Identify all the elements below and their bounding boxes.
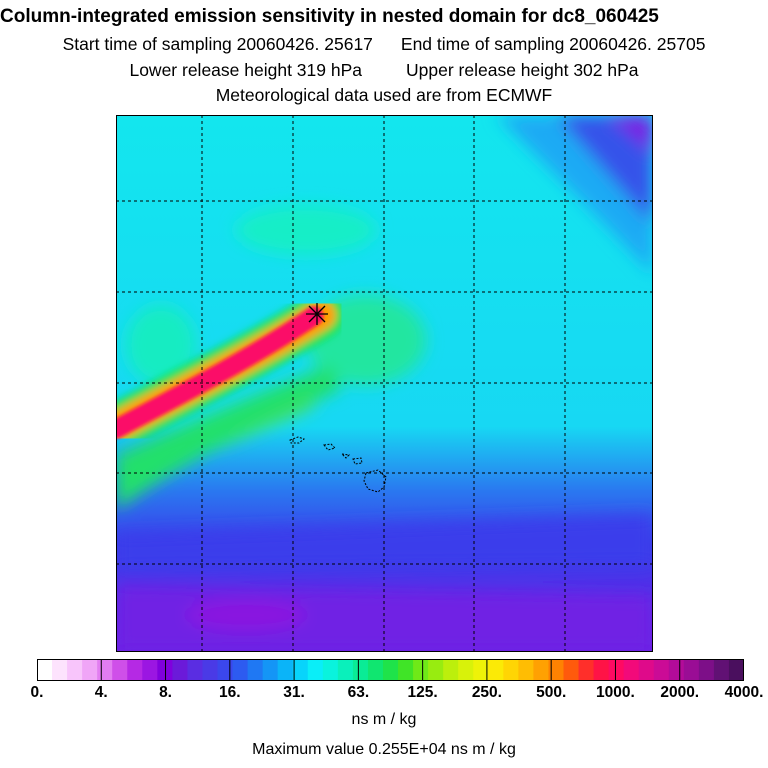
colorbar-cell bbox=[187, 659, 204, 681]
colorbar-cell bbox=[97, 659, 113, 681]
colorbar-cell bbox=[578, 659, 595, 681]
colorbar-cell bbox=[307, 659, 324, 681]
colorbar-cell bbox=[728, 659, 744, 681]
colorbar-cell bbox=[112, 659, 128, 681]
colorbar-cell bbox=[563, 659, 580, 681]
colorbar-cell bbox=[367, 659, 384, 681]
colorbar-cell bbox=[202, 659, 219, 681]
colorbar-cell bbox=[593, 659, 610, 681]
sensitivity-field bbox=[116, 115, 653, 652]
colorbar bbox=[37, 659, 744, 681]
colorbar-cell bbox=[488, 659, 504, 681]
colorbar-cell bbox=[232, 659, 249, 681]
release-height-row: Lower release height 319 hPa Upper releas… bbox=[0, 60, 768, 81]
colorbar-cell bbox=[443, 659, 459, 681]
colorbar-tick-label: 500. bbox=[536, 684, 567, 701]
colorbar-cell bbox=[413, 659, 429, 681]
release-point-marker bbox=[306, 303, 328, 325]
colorbar-tick-label: 16. bbox=[219, 684, 241, 701]
colorbar-units: ns m / kg bbox=[351, 711, 417, 728]
colorbar-tick-label: 125. bbox=[407, 684, 438, 701]
island-coastlines bbox=[289, 436, 387, 493]
plot-frame bbox=[116, 115, 653, 652]
colorbar-tick-label: 4. bbox=[94, 684, 108, 701]
colorbar-cell bbox=[247, 659, 264, 681]
colorbar-cell bbox=[458, 659, 474, 681]
upper-release-height: Upper release height 302 hPa bbox=[406, 60, 639, 80]
colorbar-cell bbox=[713, 659, 730, 681]
colorbar-tick-label: 250. bbox=[471, 684, 502, 701]
lower-release-height: Lower release height 319 hPa bbox=[129, 60, 362, 80]
colorbar-cell bbox=[292, 659, 309, 681]
colorbar-tick-label: 63. bbox=[347, 684, 370, 701]
colorbar-tick-label: 0. bbox=[30, 684, 44, 701]
colorbar-cell bbox=[337, 659, 354, 681]
colorbar-cell bbox=[52, 659, 68, 681]
colorbar-cell bbox=[503, 659, 519, 681]
colorbar-cell bbox=[352, 659, 369, 681]
maximum-value: Maximum value 0.255E+04 ns m / kg bbox=[252, 741, 516, 758]
colorbar-cell bbox=[638, 659, 655, 681]
colorbar-cell bbox=[473, 659, 489, 681]
colorbar-cell bbox=[262, 659, 279, 681]
colorbar-cell bbox=[127, 659, 143, 681]
colorbar-cell bbox=[37, 659, 53, 681]
figure-title: Column-integrated emission sensitivity i… bbox=[0, 6, 659, 27]
colorbar-tick-label: 31. bbox=[283, 684, 305, 701]
colorbar-cell bbox=[668, 659, 685, 681]
colorbar-tick-label: 4000. bbox=[724, 684, 764, 701]
colorbar-cell bbox=[322, 659, 339, 681]
colorbar-cell bbox=[623, 659, 640, 681]
colorbar-cell bbox=[82, 659, 98, 681]
colorbar-cell bbox=[172, 659, 189, 681]
colorbar-cell bbox=[428, 659, 444, 681]
sensitivity-map bbox=[116, 115, 653, 652]
colorbar-cell bbox=[142, 659, 158, 681]
colorbar-cell bbox=[277, 659, 294, 681]
colorbar-tick-label: 8. bbox=[159, 684, 172, 701]
colorbar-tick-label: 1000. bbox=[596, 684, 635, 701]
colorbar-cell bbox=[548, 659, 565, 681]
colorbar-cell bbox=[683, 659, 700, 681]
colorbar-cell bbox=[533, 659, 550, 681]
colorbar-tick-label: 2000. bbox=[660, 684, 700, 701]
plume-core bbox=[116, 306, 324, 439]
colorbar-cell bbox=[698, 659, 715, 681]
colorbar-cell bbox=[518, 659, 534, 681]
colorbar-cell bbox=[608, 659, 625, 681]
colorbar-cell bbox=[653, 659, 670, 681]
colorbar-cell bbox=[398, 659, 414, 681]
sampling-end-time: End time of sampling 20060426. 25705 bbox=[400, 34, 706, 54]
met-data-source: Meteorological data used are from ECMWF bbox=[215, 85, 553, 105]
sampling-start-time: Start time of sampling 20060426. 25617 bbox=[62, 34, 373, 54]
colorbar-cell bbox=[217, 659, 234, 681]
sampling-time-row: Start time of sampling 20060426. 25617 En… bbox=[0, 34, 768, 55]
colorbar-cell bbox=[382, 659, 399, 681]
colorbar-cell bbox=[67, 659, 83, 681]
